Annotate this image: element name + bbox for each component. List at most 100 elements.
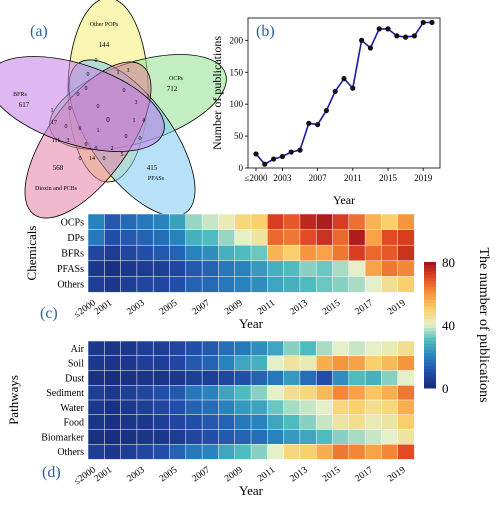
x-tick-label: 2011: [344, 173, 362, 183]
heatmap-row-label: Air: [71, 344, 85, 355]
line-point: [332, 88, 338, 95]
heatmap-cell: [136, 385, 154, 401]
venn-intersection-label: 0: [143, 118, 146, 124]
heatmap-cell: [397, 429, 415, 445]
heatmap-cell: [364, 340, 383, 357]
heatmap-cell: [185, 229, 203, 246]
heatmap-cell: [136, 355, 154, 372]
colorbar-segment: [424, 271, 436, 276]
heatmap-cell: [397, 414, 415, 431]
heatmap-cell: [364, 229, 383, 246]
heatmap-cell: [381, 213, 399, 231]
line-x-axis-label: Year: [333, 193, 355, 207]
heatmap-cell: [185, 414, 203, 431]
heatmap-cell: [299, 429, 317, 445]
heatmap-cell: [201, 414, 220, 431]
heatmap-cell: [267, 260, 285, 278]
heatmap-cell: [87, 399, 105, 416]
heatmap-cell: [348, 276, 366, 293]
colorbar-segment: [424, 268, 436, 272]
heatmap-cell: [250, 213, 268, 231]
heatmap-cell: [218, 213, 236, 231]
heatmap-cell: [299, 444, 317, 460]
line-plot-frame: [247, 17, 441, 169]
colorbar-tick-label: 80: [442, 255, 455, 270]
heatmap-cell: [185, 244, 203, 262]
heatmap-row-label: Sediment: [46, 388, 84, 399]
heatmap-cell: [332, 276, 350, 293]
heatmap-x-tick-label: 2007: [191, 298, 213, 317]
heatmap-cell: [364, 260, 383, 278]
heatmap-cell: [201, 276, 220, 293]
venn-intersection-label: 0: [139, 136, 142, 142]
heatmap-cell: [299, 355, 317, 372]
heatmap-cell: [120, 260, 138, 278]
heatmap-cell: [169, 444, 187, 460]
heatmap-cell: [104, 355, 122, 372]
venn-intersection-label: 3: [127, 68, 130, 74]
heatmap-cell: [315, 399, 334, 416]
heatmap-cell: [185, 399, 203, 416]
venn-intersection-label: 5: [121, 152, 124, 158]
colorbar-segment: [424, 337, 436, 342]
heatmap-row-label: PFASs: [57, 264, 84, 275]
heatmap-cell: [218, 340, 236, 357]
heatmap-cell: [185, 429, 203, 445]
colorbar-segment: [424, 378, 436, 383]
heatmap-cell: [348, 355, 366, 372]
y-tick-label: 200: [230, 35, 244, 45]
venn-intersection-label: 2: [111, 146, 114, 152]
heatmap-cell: [267, 429, 285, 445]
heatmap-cell: [267, 244, 285, 262]
heatmap-cell: [185, 340, 203, 357]
heatmap-cell: [152, 399, 171, 416]
y-tick-label: 150: [230, 67, 244, 77]
heatmap-cell: [397, 355, 415, 372]
heatmap-cell: [332, 399, 350, 416]
heatmap-cell: [315, 370, 334, 386]
x-tick-label: ≤2000: [245, 173, 268, 183]
heatmap-cell: [185, 370, 203, 386]
heatmap-x-tick-label: 2013: [288, 465, 310, 484]
heatmap-cell: [250, 244, 268, 262]
y-tick-label: 0: [239, 163, 244, 173]
heatmap-cell: [299, 340, 317, 357]
colorbar-segment: [424, 350, 436, 354]
heatmap-x-tick-label: 2017: [354, 298, 376, 317]
heatmap-cell: [315, 244, 334, 262]
heatmap-cell: [397, 213, 415, 231]
venn-intersection-label: 0: [123, 88, 126, 94]
heatmap-cell: [283, 429, 301, 445]
colorbar-segment: [424, 334, 436, 339]
line-point: [350, 85, 356, 91]
heatmap-cell: [169, 229, 187, 246]
heatmap-cell: [299, 213, 317, 231]
heatmap-cell: [299, 385, 317, 401]
heatmap-cell: [348, 385, 366, 401]
heatmap-cell: [348, 213, 366, 231]
heatmap-cell: [364, 429, 383, 445]
heatmap-cell: [283, 355, 301, 372]
heatmap-cell: [250, 355, 268, 372]
line-point: [403, 34, 409, 40]
heatmap-cell: [104, 385, 122, 401]
heatmap-cell: [283, 340, 301, 357]
heatmap-cell: [348, 370, 366, 386]
heatmap-y-axis-label: Chemicals: [24, 226, 39, 281]
heatmap-cell: [218, 385, 236, 401]
line-point: [323, 107, 329, 114]
heatmap-cell: [104, 370, 122, 386]
heatmap-cell: [332, 340, 350, 357]
heatmap-cell: [381, 414, 399, 431]
heatmap-cell: [169, 355, 187, 372]
heatmap-cell: [152, 414, 171, 431]
heatmap-cell: [332, 444, 350, 460]
heatmap-cell: [397, 444, 415, 460]
heatmap-cell: [381, 429, 399, 445]
heatmap-cell: [267, 444, 285, 460]
heatmap-cell: [185, 355, 203, 372]
heatmap-cell: [267, 229, 285, 246]
panel-label-d: (d): [42, 464, 61, 481]
heatmap-cell: [120, 213, 138, 231]
heatmap-cell: [267, 276, 285, 293]
